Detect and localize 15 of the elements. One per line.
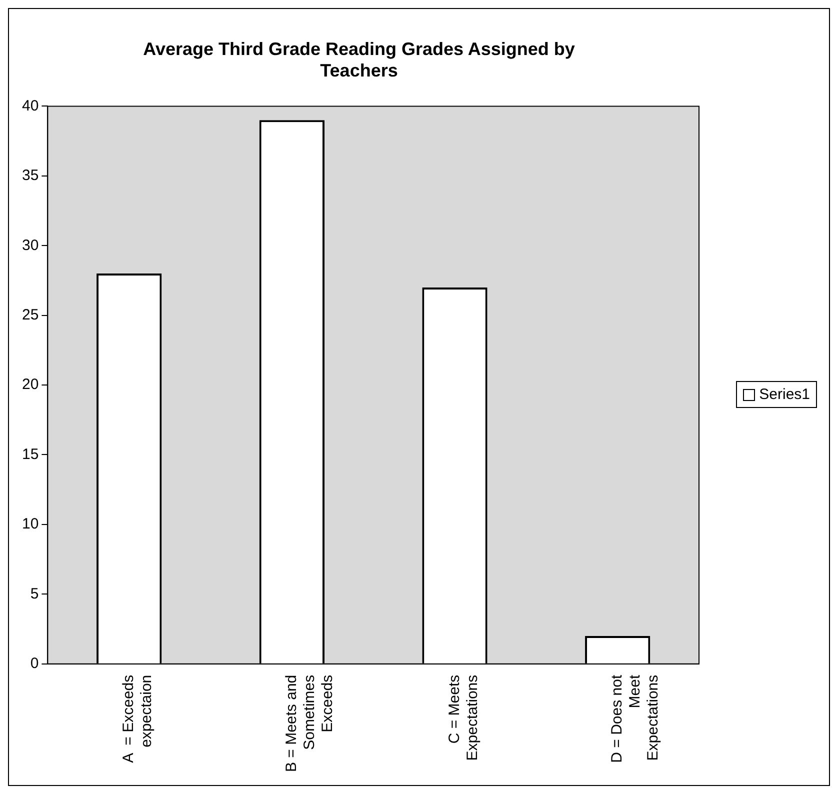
y-tick-label: 5 — [30, 585, 39, 602]
y-tick-label: 15 — [22, 446, 39, 463]
x-tick-label: D = Does not Meet Expectations — [608, 674, 662, 763]
y-tick-label: 25 — [22, 306, 39, 324]
y-tick-label: 40 — [22, 97, 39, 114]
x-tick-label: A = Exceeds expectaion — [120, 674, 156, 763]
y-tick-label: 35 — [22, 167, 39, 184]
y-tick-label: 0 — [30, 655, 39, 672]
legend-label: Series1 — [759, 386, 810, 403]
chart-title: Average Third Grade Reading Grades Assigned by Teachers — [143, 38, 575, 80]
y-tick-label: 30 — [22, 236, 39, 254]
x-tick-label: B = Meets and Sometimes Exceeds — [283, 674, 336, 772]
y-tick-label: 20 — [22, 376, 39, 394]
y-tick-label: 10 — [22, 516, 39, 533]
x-tick-label: C = Meets Expectations — [446, 674, 481, 761]
